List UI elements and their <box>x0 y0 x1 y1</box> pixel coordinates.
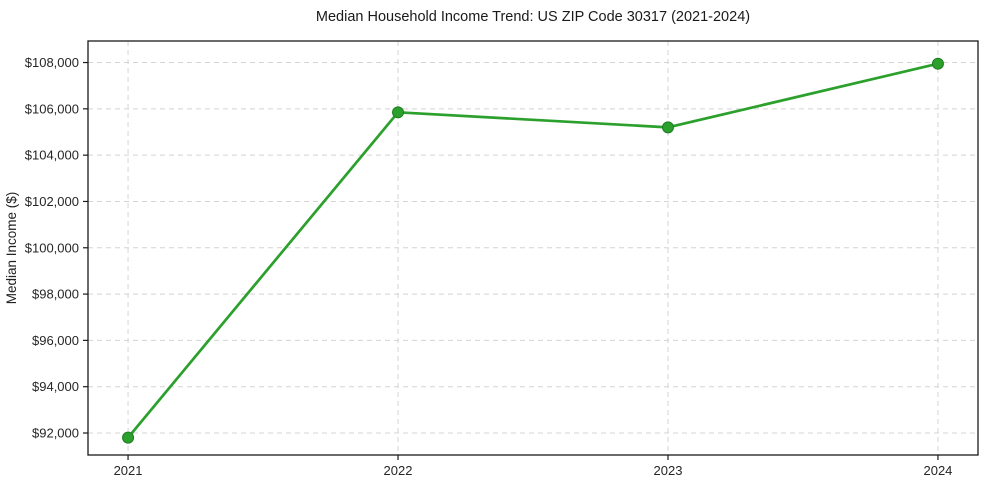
y-tick-label: $94,000 <box>32 379 79 394</box>
grid <box>88 41 978 455</box>
data-point-marker <box>122 431 135 444</box>
data-point-marker <box>931 57 944 70</box>
y-tick-label: $92,000 <box>32 426 79 441</box>
y-tick-label: $102,000 <box>25 194 79 209</box>
y-tick-label: $106,000 <box>25 101 79 116</box>
y-tick-label: $98,000 <box>32 287 79 302</box>
tick-marks <box>83 61 939 460</box>
data-point-marker <box>392 106 405 119</box>
y-axis-label: Median Income ($) <box>4 192 19 305</box>
x-tick-label: 2023 <box>654 463 683 478</box>
y-tick-label: $100,000 <box>25 240 79 255</box>
y-tick-label: $108,000 <box>25 55 79 70</box>
x-tick-label: 2022 <box>384 463 413 478</box>
data-point-marker <box>661 121 674 134</box>
x-tick-label: 2024 <box>923 463 952 478</box>
trend-line <box>126 62 940 439</box>
y-tick-label: $104,000 <box>25 148 79 163</box>
chart-title: Median Household Income Trend: US ZIP Co… <box>316 9 750 25</box>
x-tick-label: 2021 <box>114 463 143 478</box>
plot-area: $92,000 $94,000 $96,000 $98,000 $100,000 $102… <box>25 40 979 478</box>
y-tick-label: $96,000 <box>32 333 79 348</box>
